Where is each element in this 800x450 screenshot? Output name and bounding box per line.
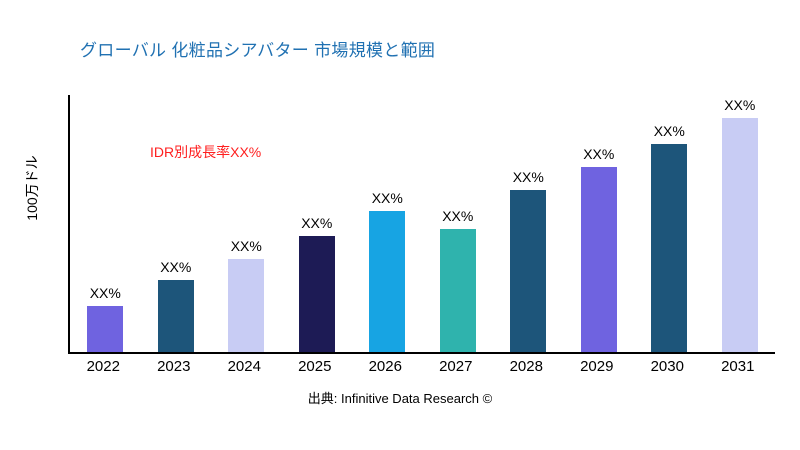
bar-value-label: XX%	[230, 238, 262, 255]
x-tick-2028: 2028	[509, 358, 543, 375]
bar-group-2031: XX%	[705, 95, 776, 352]
bar-value-label: XX%	[160, 259, 192, 276]
bar-group-2025: XX%	[282, 95, 353, 352]
chart-title: グローバル 化粧品シアバター 市場規模と範囲	[80, 41, 436, 60]
bar-value-label: XX%	[301, 215, 333, 232]
x-tick-2023: 2023	[157, 358, 191, 375]
bar-group-2030: XX%	[634, 95, 705, 352]
x-tick-2025: 2025	[298, 358, 332, 375]
x-tick-2030: 2030	[650, 358, 684, 375]
bar-2028	[510, 190, 547, 352]
bar-group-2023: XX%	[141, 95, 212, 352]
x-tick-2026: 2026	[368, 358, 402, 375]
x-tick-2029: 2029	[580, 358, 614, 375]
y-axis-label: 100万ドル	[24, 155, 40, 221]
bar-value-label: XX%	[89, 284, 121, 301]
bar-2023	[157, 280, 194, 352]
bar-value-label: XX%	[442, 207, 474, 224]
bar-2029	[580, 166, 617, 352]
bar-group-2024: XX%	[211, 95, 282, 352]
bar-group-2026: XX%	[352, 95, 423, 352]
bar-value-label: XX%	[512, 169, 544, 186]
bar-2022	[87, 305, 124, 352]
bar-2030	[651, 143, 688, 352]
x-tick-2024: 2024	[227, 358, 261, 375]
source-caption: 出典: Infinitive Data Research ©	[307, 391, 493, 406]
bar-group-2028: XX%	[493, 95, 564, 352]
x-axis-ticks: 2022 2023 2024 2025 2026 2027 2028 2029 2030 2031	[68, 358, 773, 375]
plot-area: XX% XX% XX% XX% XX% XX% XX% XX% XX% XX%	[68, 95, 775, 354]
bar-group-2029: XX%	[564, 95, 635, 352]
bar-value-label: XX%	[653, 122, 685, 139]
bar-group-2022: XX%	[70, 95, 141, 352]
bar-group-2027: XX%	[423, 95, 494, 352]
growth-rate-annotation: IDR別成長率XX%	[150, 144, 262, 160]
bar-2025	[298, 236, 335, 352]
bar-value-label: XX%	[583, 145, 615, 162]
x-tick-2027: 2027	[439, 358, 473, 375]
bar-value-label: XX%	[724, 97, 756, 114]
bar-2024	[228, 259, 265, 352]
x-tick-2031: 2031	[721, 358, 755, 375]
x-tick-2022: 2022	[86, 358, 120, 375]
bar-2031	[721, 118, 758, 352]
bar-2026	[369, 210, 406, 352]
bar-value-label: XX%	[371, 189, 403, 206]
bar-2027	[439, 228, 476, 352]
